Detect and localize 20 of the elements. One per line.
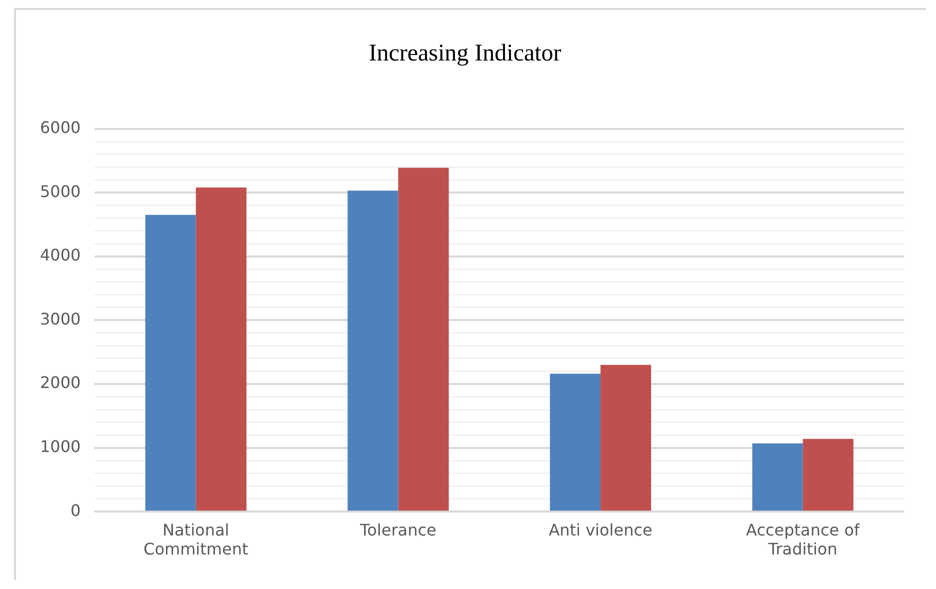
bar (398, 168, 449, 511)
y-tick-label: 2000 (40, 373, 81, 392)
y-tick-label: 3000 (40, 309, 81, 328)
x-tick-label: Anti violence (548, 520, 652, 540)
chart-title: Increasing Indicator (368, 40, 562, 67)
y-tick-label: 6000 (40, 118, 81, 137)
bar (348, 190, 398, 511)
x-tick-label: Acceptance of Tradition (746, 520, 860, 559)
y-tick-label: 4000 (40, 246, 81, 265)
x-tick-label: Tolerance (359, 520, 436, 540)
bar (752, 443, 803, 511)
bar (196, 187, 246, 511)
x-tick-label: National Commitment (144, 520, 248, 559)
bar (600, 364, 652, 511)
bar (145, 214, 196, 511)
y-tick-label: 1000 (40, 436, 81, 456)
bar (550, 374, 601, 511)
y-tick-label: 5000 (40, 182, 81, 201)
y-tick-label: 0 (70, 500, 81, 520)
bar (802, 438, 854, 511)
